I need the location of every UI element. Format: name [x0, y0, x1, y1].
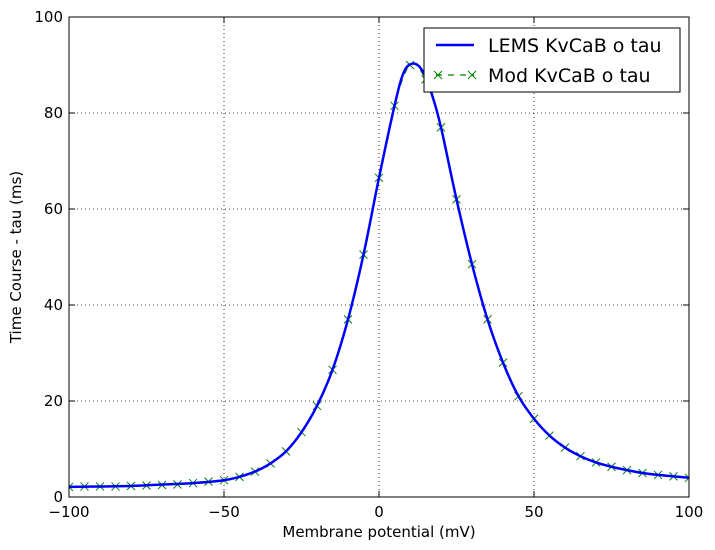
- axis-ticks: −100 −50 0 50 100 0 20 40 60 80 100: [34, 8, 703, 521]
- legend-entry: LEMS KvCaB o tau: [436, 35, 662, 57]
- series-line: [69, 62, 689, 489]
- x-tick-label: 100: [675, 503, 704, 521]
- x-axis-label: Membrane potential (mV): [282, 523, 475, 541]
- legend-entry: Mod KvCaB o tau: [433, 65, 651, 87]
- y-tick-label: 80: [44, 104, 63, 122]
- legend-marker: [433, 70, 443, 80]
- legend-label: Mod KvCaB o tau: [488, 65, 651, 87]
- y-tick-label: 40: [44, 296, 63, 314]
- legend-marker: [467, 70, 477, 80]
- data-point-marker: [69, 482, 74, 492]
- legend-entries: LEMS KvCaB o tau Mod KvCaB o tau: [433, 35, 662, 87]
- legend-box: [423, 27, 681, 93]
- series-lems-kvcab-o-tau: [69, 62, 689, 489]
- y-tick-label: 20: [44, 392, 63, 410]
- x-tick-label: 50: [524, 503, 543, 521]
- x-tick-label: −50: [208, 503, 240, 521]
- y-axis-label: Time Course - tau (ms): [7, 171, 25, 344]
- legend: LEMS KvCaB o tau Mod KvCaB o tau: [423, 27, 681, 93]
- x-tick-label: 0: [374, 503, 384, 521]
- y-tick-label: 60: [44, 200, 63, 218]
- legend-label: LEMS KvCaB o tau: [488, 35, 662, 57]
- y-tick-label: 0: [53, 488, 63, 506]
- x-tick-label: −100: [48, 503, 89, 521]
- series-layer: [69, 60, 689, 492]
- y-tick-label: 100: [34, 8, 63, 26]
- grid: [69, 17, 689, 497]
- data-point-marker: [684, 473, 689, 483]
